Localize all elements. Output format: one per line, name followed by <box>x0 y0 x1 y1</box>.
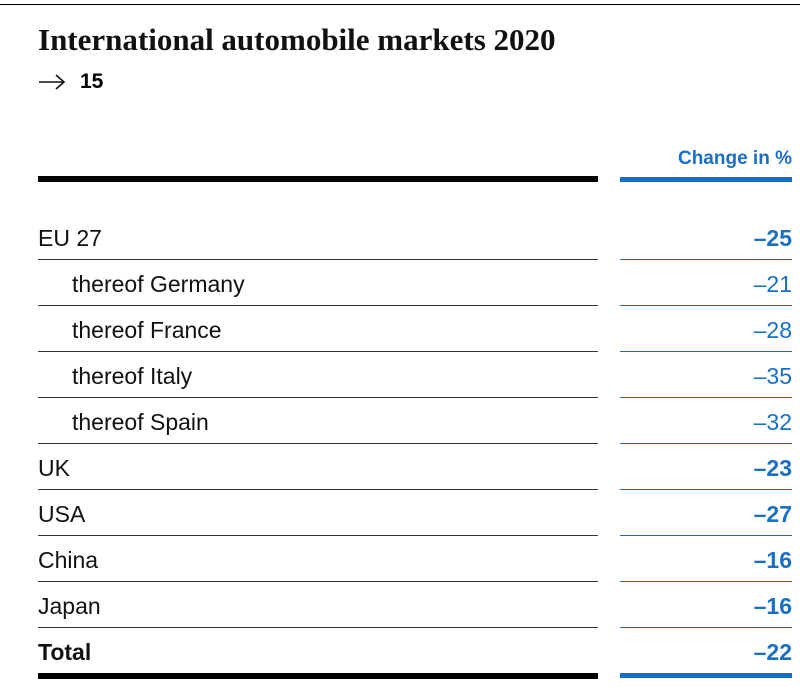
row-label: China <box>38 547 99 573</box>
row-rule <box>38 259 598 260</box>
row-rule-blue <box>620 351 792 352</box>
row-rule-blue <box>620 443 792 444</box>
row-value: –16 <box>753 593 792 619</box>
row-value: –28 <box>753 317 792 343</box>
row-label: EU 27 <box>38 225 102 251</box>
row-value: –22 <box>753 639 792 665</box>
table-row: thereof Italy –35 <box>0 352 800 398</box>
row-label: thereof Germany <box>72 271 245 297</box>
row-value: –25 <box>753 225 792 251</box>
row-rule <box>38 627 598 628</box>
reference-number: 15 <box>80 70 104 93</box>
table-row: thereof Spain –32 <box>0 398 800 444</box>
row-label: USA <box>38 501 86 527</box>
row-rule-blue <box>620 489 792 490</box>
table-row: Japan –16 <box>0 582 800 628</box>
row-label: thereof Italy <box>72 363 193 389</box>
table-row: USA –27 <box>0 490 800 536</box>
row-value: –35 <box>753 363 792 389</box>
row-rule-blue <box>620 397 792 398</box>
row-rule-blue <box>620 305 792 306</box>
row-label: thereof Spain <box>72 409 209 435</box>
top-rule <box>0 4 800 5</box>
row-value: –21 <box>753 271 792 297</box>
table-row: thereof Germany –21 <box>0 260 800 306</box>
bottom-rule <box>38 673 598 679</box>
bottom-rule-blue <box>620 673 792 678</box>
row-rule <box>38 305 598 306</box>
row-value: –32 <box>753 409 792 435</box>
row-rule <box>38 443 598 444</box>
header-rule-blue <box>620 177 792 182</box>
column-heading: Change in % <box>677 148 792 169</box>
row-rule-blue <box>620 627 792 628</box>
row-rule <box>38 397 598 398</box>
row-rule <box>38 581 598 582</box>
row-label: thereof France <box>72 317 222 343</box>
row-rule <box>38 489 598 490</box>
table-row: Total –22 <box>0 628 800 674</box>
table-row: EU 27 –25 <box>0 214 800 260</box>
table-row: China –16 <box>0 536 800 582</box>
row-rule <box>38 535 598 536</box>
row-rule-blue <box>620 581 792 582</box>
header-rule <box>38 176 598 182</box>
row-rule <box>38 351 598 352</box>
title: International automobile markets 2020 <box>38 22 556 57</box>
row-rule-blue <box>620 535 792 536</box>
row-label: Total <box>38 639 92 665</box>
arrow-icon <box>39 74 66 90</box>
row-value: –23 <box>753 455 792 481</box>
table-row: thereof France –28 <box>0 306 800 352</box>
row-rule-blue <box>620 259 792 260</box>
row-value: –16 <box>753 547 792 573</box>
row-label: UK <box>38 455 70 481</box>
row-value: –27 <box>753 501 792 527</box>
reference: 15 <box>38 70 103 94</box>
row-label: Japan <box>38 593 101 619</box>
table-row: UK –23 <box>0 444 800 490</box>
